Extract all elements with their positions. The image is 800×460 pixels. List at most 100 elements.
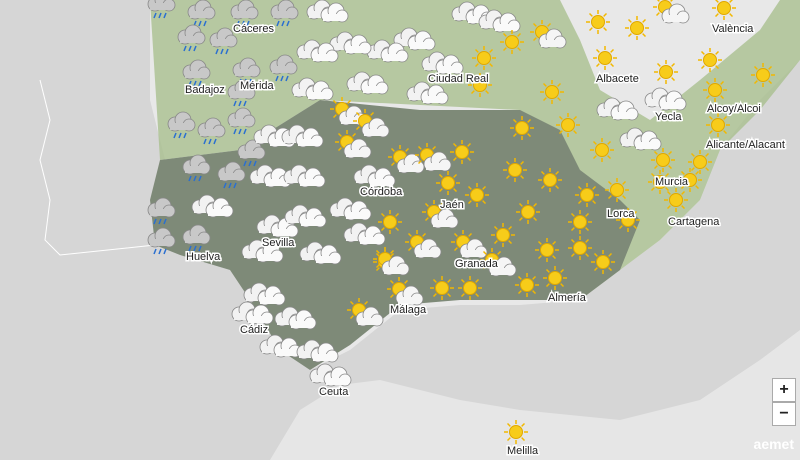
sun-disc: [595, 143, 609, 157]
sun-ray: [532, 290, 537, 295]
rain-drop: [233, 128, 237, 135]
sun-ray: [482, 200, 487, 205]
sun-ray: [618, 210, 623, 215]
sun-disc: [756, 68, 770, 82]
cloud-base: [349, 83, 371, 90]
cloud-base: [300, 179, 322, 186]
weather-icon: [530, 20, 567, 49]
sun-ray: [642, 18, 647, 23]
land-africa: [270, 330, 800, 460]
rain-drop: [193, 175, 197, 182]
weather-icon: [575, 183, 599, 207]
rain-drop: [276, 20, 280, 27]
sun-disc: [520, 278, 534, 292]
sun-disc: [561, 118, 575, 132]
sun-ray: [603, 12, 608, 17]
sun-ray: [595, 63, 600, 68]
sun-ray: [467, 200, 472, 205]
sun-ray: [375, 249, 380, 254]
weather-icon: [596, 97, 639, 121]
weather-icon: [450, 140, 474, 164]
cloud-base: [346, 46, 368, 53]
weather-icon: [535, 238, 559, 262]
city-label: Huelva: [186, 251, 221, 263]
city-label: Málaga: [390, 304, 427, 316]
sun-ray: [729, 0, 734, 3]
sun-ray: [768, 80, 773, 85]
zoom-in[interactable]: +: [772, 378, 796, 402]
sun-ray: [470, 75, 475, 80]
weather-icon: [712, 0, 736, 20]
weather-icon: [306, 0, 349, 23]
sun-ray: [622, 195, 627, 200]
cloud-base: [454, 13, 476, 20]
weather-icon: [329, 197, 372, 221]
weather-icon: [703, 78, 727, 102]
sun-ray: [508, 225, 513, 230]
weather-icon: [605, 178, 629, 202]
sun-ray: [622, 180, 627, 185]
weather-icon: [387, 277, 424, 306]
cloud-base: [286, 176, 308, 183]
sun-ray: [610, 48, 615, 53]
weather-icon: [654, 60, 678, 84]
sun-ray: [540, 185, 545, 190]
cloud-base: [426, 163, 448, 170]
cloud-base: [358, 318, 380, 325]
cloud-base: [287, 216, 309, 223]
sun-ray: [540, 170, 545, 175]
sun-ray: [723, 115, 728, 120]
cloud-base: [272, 66, 294, 73]
cloud-base: [346, 212, 368, 219]
cloud-base: [309, 11, 331, 18]
cloud-base: [234, 313, 256, 320]
weather-icon: [270, 0, 299, 27]
sun-ray: [467, 157, 472, 162]
sun-disc: [540, 243, 554, 257]
zoom-out[interactable]: −: [772, 402, 796, 426]
rain-drop: [246, 20, 250, 27]
sun-ray: [665, 187, 670, 192]
sun-ray: [375, 267, 380, 272]
rain-drop: [158, 248, 162, 255]
weather-icon: [591, 250, 615, 274]
sun-ray: [695, 185, 700, 190]
weather-icon: [590, 138, 614, 162]
sun-ray: [460, 293, 465, 298]
weather-icon: [653, 0, 690, 24]
sun-ray: [768, 65, 773, 70]
sun-ray: [627, 33, 632, 38]
city-label: Cáceres: [233, 23, 274, 35]
cloud-base: [409, 93, 431, 100]
sun-ray: [655, 12, 660, 17]
rain-drop: [280, 75, 284, 82]
cloud-base: [399, 165, 421, 172]
sun-ray: [517, 275, 522, 280]
rain-drop: [241, 20, 245, 27]
cloud-base: [613, 112, 635, 119]
sun-ray: [708, 115, 713, 120]
sun-ray: [518, 217, 523, 222]
sun-ray: [390, 249, 395, 254]
sun-ray: [527, 133, 532, 138]
sun-disc: [548, 271, 562, 285]
cloud-base: [291, 321, 313, 328]
weather-icon: [698, 48, 722, 72]
sun-disc: [591, 15, 605, 29]
sun-ray: [603, 27, 608, 32]
sun-ray: [555, 170, 560, 175]
sun-ray: [650, 172, 655, 177]
cloud-base: [150, 3, 172, 10]
cloud-base: [661, 102, 683, 109]
sun-disc: [596, 255, 610, 269]
sun-ray: [627, 18, 632, 23]
weather-icon: [147, 0, 176, 19]
cloud-base: [346, 234, 368, 241]
sun-ray: [475, 278, 480, 283]
weather-icon: [568, 236, 592, 260]
cloud-base: [308, 92, 330, 99]
weather-icon: [405, 230, 442, 259]
weather-icon: [415, 143, 452, 172]
cloud-base: [301, 219, 323, 226]
sun-ray: [533, 217, 538, 222]
